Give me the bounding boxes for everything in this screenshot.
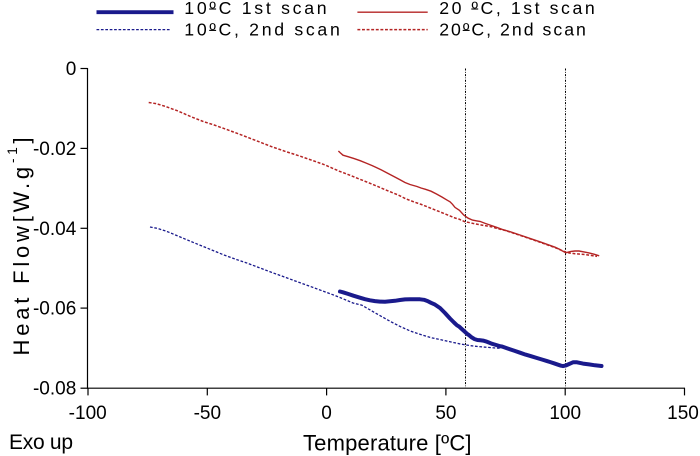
svg-text:50: 50 (435, 403, 456, 424)
svg-text:-0.02: -0.02 (33, 139, 76, 160)
svg-text:0: 0 (321, 403, 332, 424)
svg-text:20ºC, 2nd scan: 20ºC, 2nd scan (439, 19, 586, 39)
svg-text:10ºC 1st scan: 10ºC 1st scan (184, 0, 326, 18)
svg-text:-100: -100 (69, 403, 107, 424)
svg-text:-50: -50 (194, 403, 221, 424)
svg-text:-0.04: -0.04 (33, 219, 77, 240)
svg-text:Heat Flow[W.g-1]: Heat Flow[W.g-1] (5, 134, 34, 356)
svg-text:100: 100 (549, 403, 581, 424)
svg-text:-0.06: -0.06 (33, 299, 76, 320)
svg-text:0: 0 (66, 59, 77, 80)
svg-text:-0.08: -0.08 (33, 379, 76, 400)
svg-text:Exo up: Exo up (9, 431, 73, 454)
svg-text:Temperature [ºC]: Temperature [ºC] (303, 431, 472, 456)
svg-text:10ºC, 2nd scan: 10ºC, 2nd scan (184, 19, 339, 39)
svg-text:150: 150 (667, 403, 699, 424)
